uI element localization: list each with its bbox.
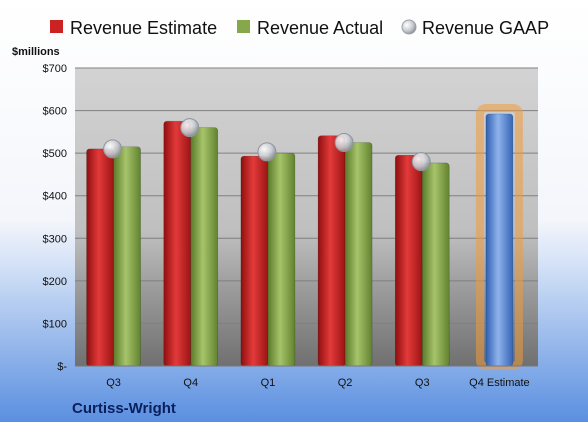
- estimate-bar: [317, 135, 346, 367]
- y-axis-label: $millions: [12, 46, 60, 58]
- y-tick-label: $-: [57, 361, 67, 373]
- gaap-point: [180, 118, 200, 138]
- x-tick-label: Q3: [415, 377, 430, 389]
- actual-bar: [267, 152, 296, 367]
- x-tick-label: Q3: [106, 377, 121, 389]
- x-tick-label: Q4 Estimate: [469, 377, 530, 389]
- company-name: Curtiss-Wright: [72, 400, 176, 417]
- actual-bar: [344, 142, 373, 367]
- legend-swatch-estimate: [50, 20, 63, 33]
- legend-label-estimate: Revenue Estimate: [70, 18, 217, 38]
- y-tick-label: $200: [43, 276, 67, 288]
- x-tick-label: Q4: [183, 377, 198, 389]
- estimate-q4-bar: [485, 113, 514, 367]
- gaap-point: [257, 142, 277, 162]
- points-layer: [103, 118, 431, 172]
- plot-area: [75, 68, 538, 366]
- y-tick-label: $100: [43, 318, 67, 330]
- x-tick-label: Q1: [261, 377, 276, 389]
- gaap-point: [411, 152, 431, 172]
- y-tick-label: $600: [43, 106, 67, 118]
- legend: Revenue Estimate Revenue Actual Revenue …: [50, 18, 549, 38]
- y-tick-label: $400: [43, 191, 67, 203]
- grid-layer: [75, 67, 538, 324]
- estimate-bar: [86, 148, 114, 367]
- gaap-point: [334, 133, 354, 152]
- estimate-bar: [163, 120, 192, 367]
- axis-layer: $- $100 $200 $300 $400 $500 $600 $700 Q3 Q4 Q1 Q2 Q3…: [43, 63, 538, 389]
- y-tick-label: $300: [43, 233, 67, 245]
- estimate-bar: [394, 154, 423, 367]
- actual-bar: [113, 146, 141, 367]
- bars-layer: [86, 103, 523, 370]
- estimate-bar: [240, 155, 269, 367]
- actual-bar: [421, 162, 450, 367]
- legend-swatch-gaap: [401, 19, 417, 35]
- gaap-point: [103, 139, 123, 159]
- y-tick-label: $700: [43, 63, 67, 75]
- actual-bar: [190, 127, 219, 367]
- legend-swatch-actual: [237, 20, 250, 33]
- legend-label-actual: Revenue Actual: [257, 18, 383, 38]
- legend-label-gaap: Revenue GAAP: [422, 18, 549, 38]
- x-tick-label: Q2: [338, 377, 353, 389]
- y-tick-label: $500: [43, 148, 67, 160]
